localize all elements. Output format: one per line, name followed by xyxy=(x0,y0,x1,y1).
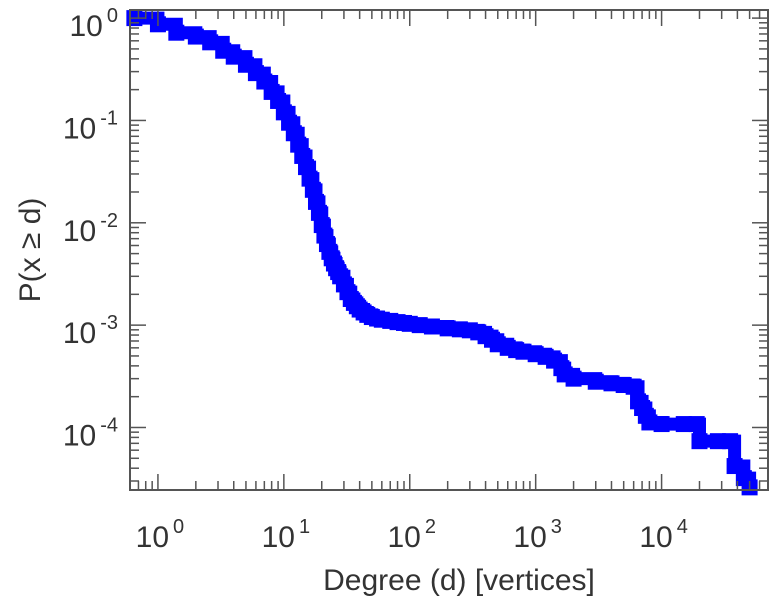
data-point xyxy=(304,181,321,198)
x-axis-label: Degree (d) [vertices] xyxy=(323,564,595,597)
data-point xyxy=(225,48,242,65)
data-point xyxy=(726,458,743,475)
data-point xyxy=(625,378,642,395)
data-point xyxy=(688,416,705,433)
y-tick-label: 10 -1 xyxy=(63,107,118,145)
data-point xyxy=(691,433,708,450)
y-tick-label: 10 -2 xyxy=(63,210,118,248)
y-tick-label: 10 -3 xyxy=(63,312,118,350)
data-point xyxy=(653,416,670,433)
data-point xyxy=(675,416,692,433)
data-point xyxy=(603,375,620,392)
tick-labels-layer: 10 0 10 1 10 2 10 3 10 4 10 0 10 -1 10 -2 10 -3 10 -4 xyxy=(63,5,688,554)
data-point xyxy=(565,370,582,387)
data-point xyxy=(168,24,185,41)
data-point xyxy=(423,318,440,335)
y-tick-label: 10 -4 xyxy=(63,414,118,452)
data-point xyxy=(187,28,204,45)
data-point xyxy=(515,343,532,360)
data-point xyxy=(439,320,456,337)
series-layer xyxy=(126,10,758,496)
x-tick-label: 10 1 xyxy=(262,516,311,554)
data-point xyxy=(202,34,219,51)
x-tick-label: 10 4 xyxy=(639,516,688,554)
x-tick-label: 10 3 xyxy=(513,516,562,554)
data-point xyxy=(722,433,739,450)
plot-frame xyxy=(129,9,769,491)
y-axis-label: P(x ≥ d) xyxy=(14,198,47,303)
x-tick-label: 10 0 xyxy=(136,516,185,554)
data-point xyxy=(310,204,327,221)
data-point xyxy=(709,433,726,450)
y-tick-label: 10 0 xyxy=(70,5,119,43)
x-tick-label: 10 2 xyxy=(388,516,437,554)
ticks-layer xyxy=(129,10,769,490)
data-point xyxy=(587,373,604,390)
data-point xyxy=(641,414,658,431)
data-point xyxy=(411,317,428,334)
